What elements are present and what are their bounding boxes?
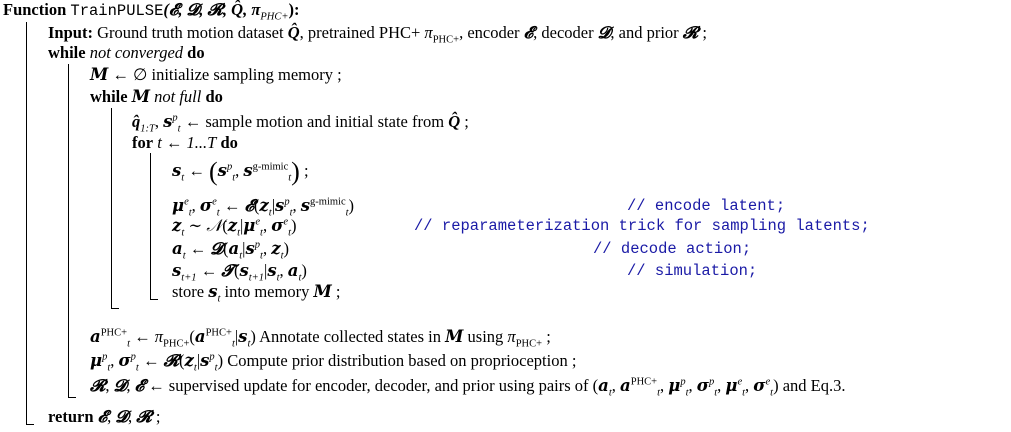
store-text: store — [172, 282, 209, 301]
do-keyword-2: do — [205, 87, 223, 106]
return-keyword: return — [48, 407, 94, 426]
store-line: store 𝒔t into memory 𝑴 ; — [172, 282, 341, 305]
do-keyword: do — [187, 43, 205, 62]
function-body-rule-end — [26, 424, 34, 425]
not-converged-text: not converged — [89, 43, 184, 62]
for-rule — [150, 153, 151, 299]
update-line: 𝓡, 𝓓, 𝓔 ← supervised update for encoder,… — [90, 376, 846, 399]
do-keyword-3: do — [220, 133, 238, 152]
while-inner-rule — [111, 108, 112, 308]
comment-encode: // encode latent; — [627, 197, 786, 215]
update-text: supervised update for encoder, decoder, … — [164, 376, 593, 395]
simulation-line: 𝒔t+1 ← 𝓣(𝒔t+1|𝒔t, 𝒂t) — [172, 261, 307, 284]
function-body-rule — [26, 22, 27, 424]
for-line: for t ← 1...T do — [132, 133, 238, 153]
comment-simulation: // simulation; — [627, 262, 758, 280]
reparam-line: 𝒛t ∼ 𝒩(𝒛t|𝝁et, 𝝈et) — [172, 216, 297, 239]
using-text: using — [463, 327, 508, 346]
input-keyword: Input: — [48, 23, 93, 42]
sample-line: q̂1:T, 𝒔pt ← sample motion and initial s… — [132, 112, 469, 135]
while-outer-rule — [68, 64, 69, 397]
not-full-text: not full — [154, 87, 202, 106]
function-header: Function TrainPULSE(𝓔, 𝓓, 𝓡, Q̂, πPHC+): — [3, 0, 300, 23]
eq-text: and Eq.3. — [778, 376, 846, 395]
prior-line: 𝝁pt, 𝝈pt ← 𝓡(𝒛t|𝒔pt) Compute prior distr… — [90, 351, 577, 374]
into-memory-text: into memory — [220, 282, 314, 301]
while-converged-line: while not converged do — [48, 43, 205, 63]
sample-text: ← sample motion and initial state from — [184, 112, 449, 131]
encode-line: 𝝁et, 𝝈et ← 𝓔(𝒛t|𝒔pt, 𝒔g-mimict) — [172, 196, 355, 219]
for-range: t ← 1...T — [157, 133, 217, 152]
for-keyword: for — [132, 133, 154, 152]
input-line: Input: Ground truth motion dataset Q̂, p… — [48, 23, 707, 46]
annotate-line: 𝒂PHC+t ← πPHC+(𝒂PHC+t|𝒔t) Annotate colle… — [90, 327, 551, 350]
for-rule-end — [150, 299, 158, 300]
state-line: 𝒔t ← (𝒔pt, 𝒔g-mimict) ; — [172, 157, 309, 186]
input-text-5: , and prior — [610, 23, 683, 42]
function-args: (𝓔, 𝓓, 𝓡, Q̂, π — [163, 0, 261, 19]
input-text-4: , decoder — [533, 23, 598, 42]
input-text-2: , pretrained PHC+ — [299, 23, 425, 42]
decode-line: 𝒂t ← 𝓓(𝒂t|𝒔pt, 𝒛t) — [172, 239, 289, 262]
function-pi-sub: PHC+ — [260, 11, 289, 23]
while-keyword-2: while — [90, 87, 128, 106]
prior-text: Compute prior distribution based on prop… — [227, 351, 577, 370]
comment-reparam: // reparameterization trick for sampling… — [414, 217, 870, 235]
while-keyword: while — [48, 43, 86, 62]
function-name: TrainPULSE — [70, 2, 164, 20]
while-full-line: while 𝑴 not full do — [90, 87, 223, 106]
return-line: return 𝓔, 𝓓, 𝓡 ; — [48, 407, 161, 426]
function-keyword: Function — [3, 0, 67, 19]
function-sig-end: ): — [288, 0, 300, 19]
while-inner-rule-end — [111, 308, 119, 309]
input-text-1: Ground truth motion dataset — [97, 23, 288, 42]
annotate-text: Annotate collected states in — [259, 327, 446, 346]
init-memory-text: initialize sampling memory ; — [151, 65, 342, 84]
while-outer-rule-end — [68, 397, 76, 398]
input-text-3: , encoder — [459, 23, 524, 42]
comment-decode: // decode action; — [593, 240, 752, 258]
init-memory-line: 𝑴 ← ∅ initialize sampling memory ; — [90, 65, 342, 84]
